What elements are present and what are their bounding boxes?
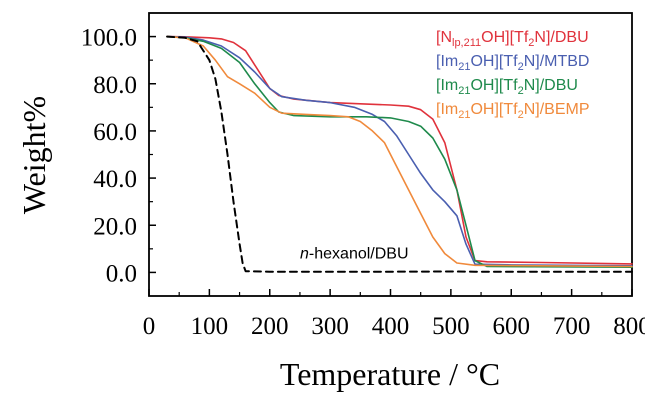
y-tick-label: 60.0 xyxy=(93,119,137,146)
legend-entry-1-part-1: 21 xyxy=(458,61,470,73)
legend-entry-3-part-1: 21 xyxy=(458,109,470,121)
series-line-0 xyxy=(166,35,633,265)
legend-entry-2-part-2: OH][Tf xyxy=(470,77,518,94)
x-tick-label: 800 xyxy=(613,313,645,340)
legend-entry-1: [Im21OH][Tf2N]/MTBD xyxy=(436,53,589,73)
x-axis-ticks: 0 100 200 300 400 500 600 700 800 xyxy=(143,289,645,340)
x-tick-label: 100 xyxy=(191,313,229,340)
x-tick-label: 700 xyxy=(553,313,591,340)
legend-entry-3: [Im21OH][Tf2N]/BEMP xyxy=(436,101,590,121)
y-tick-label: 20.0 xyxy=(93,213,137,240)
legend-entry-2: [Im21OH][Tf2N]/DBU xyxy=(436,77,578,97)
legend-entry-2-part-1: 21 xyxy=(458,85,470,97)
series-line-3 xyxy=(166,35,633,268)
series-line-2 xyxy=(166,35,633,268)
legend: [Nlp,211OH][Tf2N]/DBU[Im21OH][Tf2N]/MTBD… xyxy=(436,29,590,121)
legend-entry-2-part-4: N]/DBU xyxy=(524,77,578,94)
legend-entry-1-part-3: 2 xyxy=(518,61,524,73)
legend-entry-0: [Nlp,211OH][Tf2N]/DBU xyxy=(436,29,589,49)
legend-entry-3-part-2: OH][Tf xyxy=(470,101,518,118)
legend-entry-3-part-4: N]/BEMP xyxy=(524,101,590,118)
y-tick-label: 100.0 xyxy=(81,25,137,52)
annotation-0-part-1: -hexanol/DBU xyxy=(309,245,409,262)
series-line-1 xyxy=(166,35,633,267)
legend-entry-2-part-3: 2 xyxy=(518,85,524,97)
annotation-0-part-0: n xyxy=(300,245,309,262)
x-tick-label: 0 xyxy=(143,313,156,340)
legend-entry-1-part-4: N]/MTBD xyxy=(524,53,590,70)
annotations: n-hexanol/DBU xyxy=(300,245,409,262)
legend-entry-1-part-2: OH][Tf xyxy=(470,53,518,70)
series-line-4 xyxy=(166,35,633,273)
y-tick-label: 80.0 xyxy=(93,72,137,99)
y-axis-ticks: 0.0 20.0 40.0 60.0 80.0 100.0 xyxy=(81,25,156,287)
legend-entry-0-part-3: 2 xyxy=(528,37,534,49)
legend-entry-0-part-4: N]/DBU xyxy=(534,29,588,46)
y-tick-label: 0.0 xyxy=(106,260,137,287)
legend-entry-0-part-0: [N xyxy=(436,29,452,46)
y-tick-label: 40.0 xyxy=(93,166,137,193)
annotation-0: n-hexanol/DBU xyxy=(300,245,409,262)
x-axis-title: Temperature / °C xyxy=(280,356,500,392)
legend-entry-2-part-0: [Im xyxy=(436,77,458,94)
x-tick-label: 600 xyxy=(493,313,531,340)
x-tick-label: 300 xyxy=(311,313,349,340)
series-layer xyxy=(166,35,633,273)
x-tick-label: 400 xyxy=(372,313,410,340)
legend-entry-1-part-0: [Im xyxy=(436,53,458,70)
x-tick-label: 200 xyxy=(251,313,289,340)
legend-entry-3-part-3: 2 xyxy=(518,109,524,121)
y-axis-title: Weight% xyxy=(16,96,52,214)
legend-entry-0-part-1: lp,211 xyxy=(452,37,481,49)
x-tick-label: 500 xyxy=(432,313,470,340)
legend-entry-3-part-0: [Im xyxy=(436,101,458,118)
legend-entry-0-part-2: OH][Tf xyxy=(481,29,529,46)
